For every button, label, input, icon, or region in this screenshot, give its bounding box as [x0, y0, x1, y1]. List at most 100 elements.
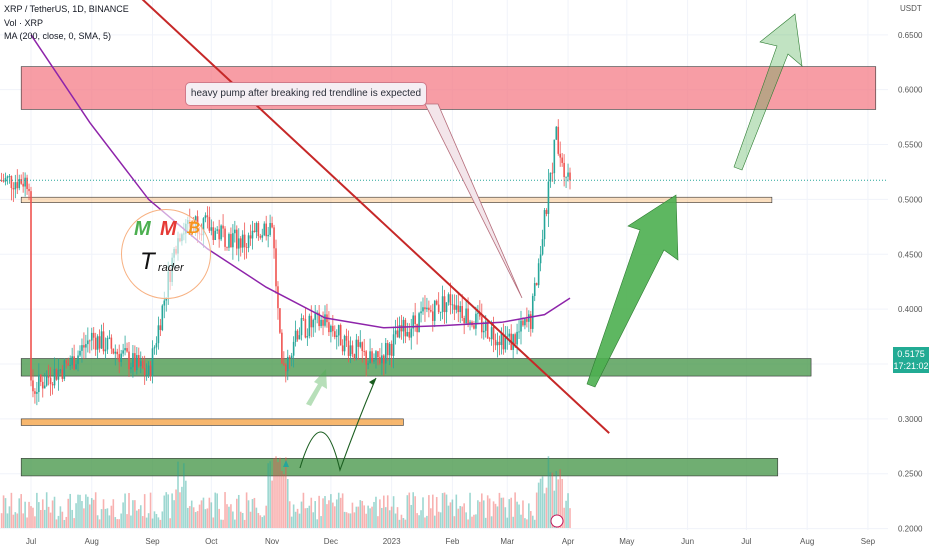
volume-bar [173, 500, 175, 528]
candle-body [361, 342, 364, 352]
candle-body [69, 365, 71, 366]
volume-bar [269, 461, 271, 528]
volume-bar [255, 507, 258, 528]
candle-body [136, 355, 138, 371]
volume-bar [479, 501, 481, 528]
candle-body [477, 312, 479, 314]
candle-body [345, 335, 348, 341]
volume-bar [163, 495, 166, 528]
candle-body [149, 365, 152, 377]
candle-body [228, 234, 230, 248]
volume-bar [187, 507, 189, 528]
volume-bar [194, 512, 197, 528]
candle-body [22, 183, 24, 187]
candle-body [89, 340, 91, 342]
candle-body [539, 254, 542, 264]
volume-bar [96, 515, 99, 528]
volume-bar [420, 510, 422, 528]
time-tick-label: Apr [562, 537, 575, 546]
volume-bar [20, 494, 22, 528]
candle-body [130, 367, 132, 370]
volume-bar [165, 492, 168, 528]
volume-bar [185, 480, 187, 528]
candle-body [335, 335, 338, 338]
volume-bar [75, 503, 77, 528]
volume-bar [531, 515, 534, 528]
volume-bar [43, 509, 46, 528]
volume-bar [147, 513, 150, 528]
time-tick-label: Feb [446, 537, 460, 546]
volume-bar [410, 504, 413, 528]
volume-bar [6, 513, 9, 528]
time-tick-label: 2023 [383, 537, 401, 546]
volume-bar [47, 506, 50, 528]
volume-bar [314, 501, 316, 528]
volume-bar [471, 516, 473, 528]
annotation-callout[interactable]: heavy pump after breaking red trendline … [185, 82, 427, 106]
volume-bar [379, 499, 381, 528]
candle-body [286, 356, 289, 372]
volume-bar [206, 508, 209, 528]
volume-bar [359, 500, 362, 528]
volume-bar [371, 506, 373, 528]
candle-body [77, 355, 79, 365]
volume-bar [200, 500, 203, 528]
candle-body [486, 321, 489, 339]
currency-label: USDT [900, 4, 922, 13]
volume-bar [171, 493, 173, 528]
candle-body [561, 157, 563, 163]
candle-body [30, 191, 32, 381]
volume-bar [326, 504, 328, 528]
candle-body [416, 324, 418, 333]
volume-bar [322, 498, 324, 528]
candle-body [267, 234, 269, 237]
volume-bar [533, 519, 536, 528]
price-tick-label: 0.3000 [898, 415, 923, 424]
volume-bar [10, 492, 13, 528]
candle-body [49, 377, 52, 385]
volume-bar [557, 479, 560, 528]
candle-body [36, 392, 38, 394]
candle-body [43, 385, 46, 389]
volume-bar [398, 519, 401, 528]
volume-bar [355, 506, 358, 528]
candle-body [271, 223, 273, 228]
candle-body [412, 315, 414, 329]
volume-bar [79, 494, 81, 528]
candle-body [408, 332, 411, 338]
volume-bar [8, 506, 11, 528]
candle-body [384, 343, 387, 364]
volume-bar [261, 517, 264, 528]
volume-bar [551, 472, 554, 528]
volume-bar [473, 514, 475, 528]
volume-bar [30, 506, 32, 528]
volume-bar [139, 505, 142, 528]
volume-bar [159, 519, 162, 528]
volume-bar [339, 497, 342, 528]
volume-bar [390, 506, 393, 528]
volume-bar [510, 497, 512, 528]
candle-body [263, 223, 266, 236]
volume-bar [347, 513, 350, 528]
candle-body [100, 331, 103, 349]
candle-body [459, 306, 462, 313]
signal-marker [283, 460, 289, 467]
volume-bar [332, 502, 334, 528]
time-axis[interactable]: Jul Aug Sep Oct Nov Dec 2023 Feb Mar Apr May Jun Jul… [26, 537, 876, 546]
candle-body [261, 235, 264, 238]
candle-body [351, 345, 354, 355]
volume-bar [543, 493, 546, 528]
volume-bar [428, 495, 430, 528]
volume-bar [490, 516, 493, 528]
price-axis[interactable]: 0.20000.25000.30000.35000.40000.45000.50… [898, 0, 923, 534]
volume-bar [98, 519, 101, 528]
candle-body [520, 320, 522, 332]
candle-body [428, 307, 430, 311]
zone-orange-upper [20, 196, 773, 204]
candle-body [294, 330, 297, 342]
candle-body [388, 343, 391, 356]
volume-bar [463, 503, 465, 528]
volume-bar [12, 514, 15, 528]
projection-arrowhead [369, 378, 376, 385]
candle-body [537, 263, 540, 286]
